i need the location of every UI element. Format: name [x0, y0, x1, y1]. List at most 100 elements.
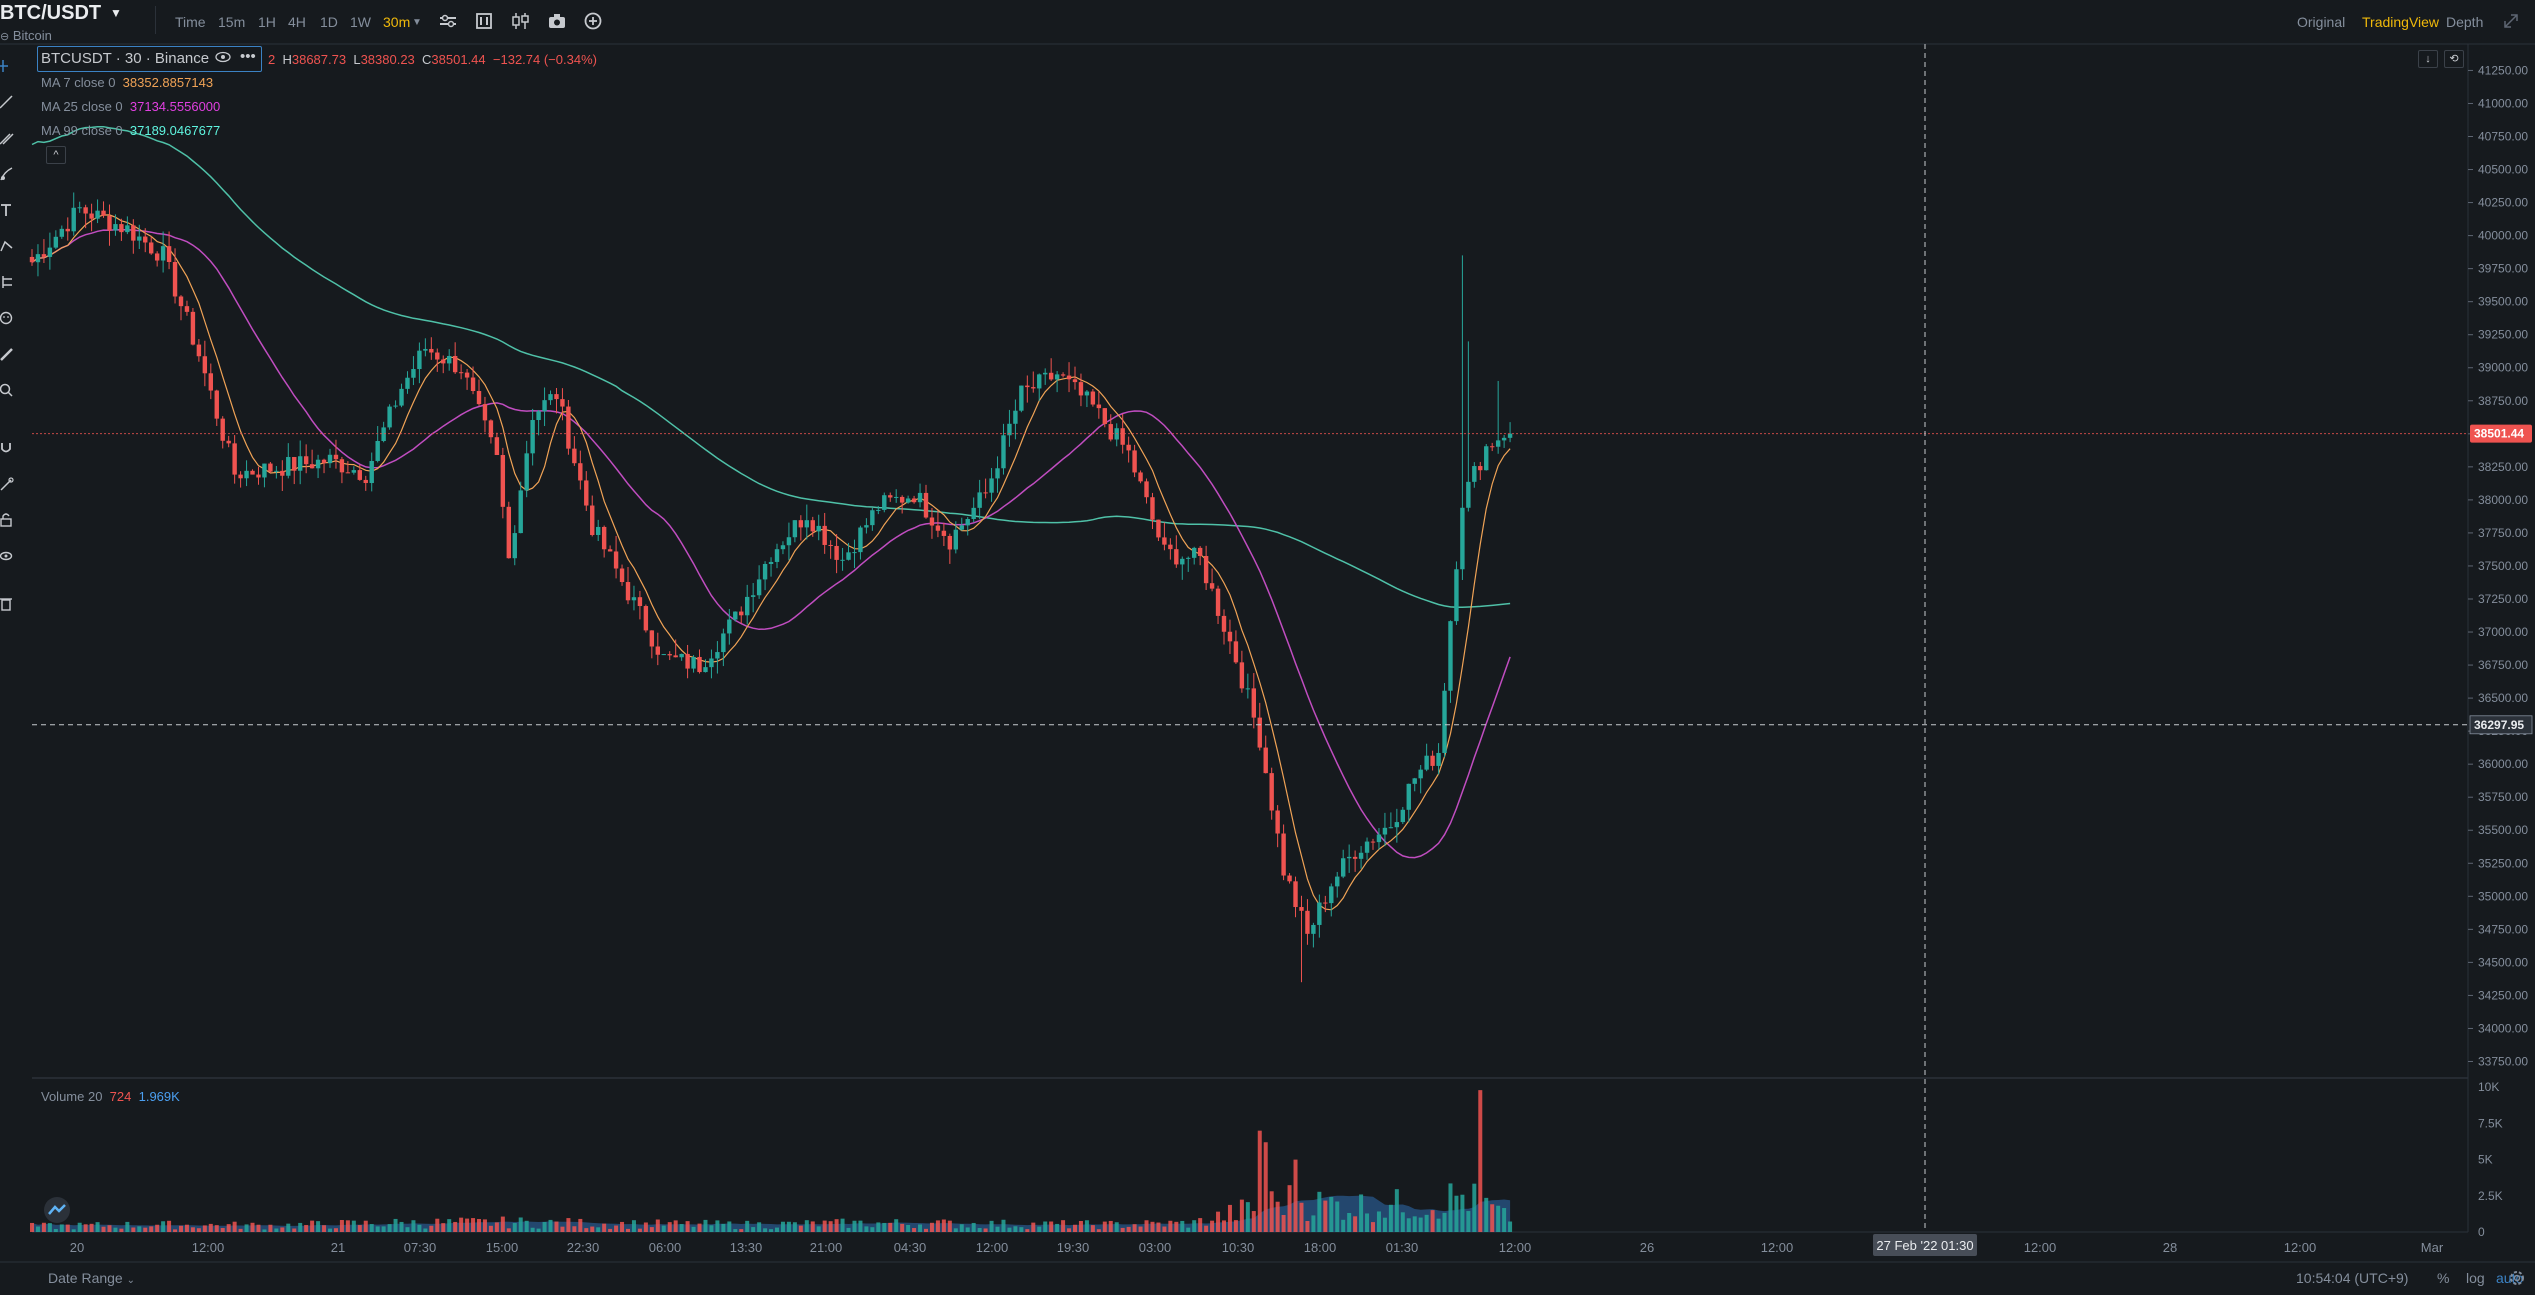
tab-tradingview[interactable]: TradingView: [2362, 14, 2440, 30]
legend-visibility-icon[interactable]: [214, 50, 232, 67]
bar-chart-type-icon[interactable]: [473, 10, 495, 32]
brush-tool-icon[interactable]: [0, 166, 14, 182]
volume-bar: [906, 1224, 911, 1232]
pattern-tool-icon[interactable]: [0, 238, 14, 254]
volume-bar: [1216, 1211, 1221, 1232]
volume-bar: [1293, 1159, 1298, 1232]
pitchfork-tool-icon[interactable]: [0, 130, 14, 146]
settings-gear-icon[interactable]: [2507, 1268, 2527, 1293]
magnet-tool-icon[interactable]: [0, 440, 14, 456]
volume-bar: [995, 1226, 1000, 1232]
volume-bar: [584, 1228, 589, 1232]
candle-body: [1043, 372, 1048, 375]
volume-bar: [590, 1226, 595, 1232]
time-tick-label: 19:30: [1057, 1240, 1090, 1255]
volume-bar: [804, 1220, 809, 1232]
volume-bar: [727, 1221, 732, 1232]
candle-body: [1323, 902, 1328, 904]
candle-chart-type-icon[interactable]: [509, 10, 531, 32]
candle-body: [613, 551, 619, 569]
tab-original[interactable]: Original: [2297, 14, 2346, 30]
camera-icon[interactable]: [546, 10, 568, 32]
candle-body: [1132, 450, 1137, 473]
legend-collapse-button[interactable]: ^: [46, 146, 66, 164]
volume-bar: [518, 1217, 523, 1232]
volume-bar: [733, 1229, 738, 1232]
price-tick-label: 34000.00: [2478, 1021, 2528, 1035]
time-tick-label: 13:30: [730, 1240, 763, 1255]
volume-bar: [721, 1223, 726, 1232]
indicator-settings-icon[interactable]: [437, 10, 459, 32]
text-tool-icon[interactable]: [0, 202, 14, 218]
lock-tool-icon[interactable]: [0, 512, 14, 528]
volume-bar: [757, 1222, 762, 1232]
candle-body: [1484, 446, 1489, 471]
forecast-tool-icon[interactable]: [0, 274, 14, 290]
volume-bar: [1150, 1221, 1155, 1232]
symbol-selector[interactable]: BTC/USDT: [0, 2, 102, 24]
candle-body: [1150, 497, 1155, 520]
volume-bar: [1311, 1215, 1316, 1232]
symbol-legend-box[interactable]: [37, 46, 262, 72]
volume-bar: [494, 1222, 499, 1232]
candle-body: [798, 520, 804, 528]
timeframe-15m[interactable]: 15m: [218, 14, 246, 30]
scroll-to-latest-button[interactable]: ↓: [2418, 50, 2438, 68]
volume-bar: [1007, 1227, 1012, 1232]
symbol-caret-icon[interactable]: ▼: [110, 6, 122, 20]
reset-chart-button[interactable]: ⟲: [2444, 50, 2464, 68]
stay-drawing-tool-icon[interactable]: [0, 476, 14, 492]
volume-bar: [435, 1218, 440, 1232]
candle-body: [1138, 472, 1143, 482]
volume-bar: [1073, 1224, 1077, 1232]
volume-bar: [667, 1222, 672, 1232]
volume-bar: [512, 1223, 517, 1232]
zoom-tool-icon[interactable]: [0, 382, 14, 398]
add-indicator-icon[interactable]: [582, 10, 604, 32]
volume-bar: [900, 1223, 905, 1232]
timeframe-1w[interactable]: 1W: [350, 14, 371, 30]
timeframe-time[interactable]: Time: [175, 14, 206, 30]
volume-bar: [1114, 1222, 1119, 1232]
hide-drawings-icon[interactable]: [0, 548, 14, 564]
volume-bar: [77, 1222, 82, 1232]
emoji-tool-icon[interactable]: [0, 310, 14, 326]
candle-body: [429, 348, 434, 353]
percent-toggle[interactable]: %: [2437, 1270, 2450, 1286]
time-tick-label: 12:00: [192, 1240, 225, 1255]
volume-bar: [357, 1225, 362, 1232]
candle-body: [1442, 690, 1447, 753]
candle-body: [578, 463, 583, 481]
timeframe-30m[interactable]: 30m: [383, 14, 411, 30]
candle-body: [494, 437, 500, 456]
volume-bar: [709, 1225, 714, 1232]
legend-more-icon[interactable]: •••: [240, 48, 256, 65]
time-tick-label: 26: [1640, 1240, 1654, 1255]
timeframe-4h[interactable]: 4H: [288, 14, 306, 30]
trendline-tool-icon[interactable]: [0, 94, 14, 110]
candle-body: [1084, 391, 1090, 396]
volume-bar: [792, 1222, 797, 1232]
ma99-line: [31, 125, 1511, 609]
timeframe-dropdown-icon[interactable]: ▼: [412, 17, 422, 28]
volume-bar: [1466, 1211, 1471, 1232]
trash-tool-icon[interactable]: [0, 596, 14, 612]
ruler-tool-icon[interactable]: [0, 346, 14, 362]
volume-bar: [971, 1222, 976, 1232]
volume-bar: [477, 1218, 481, 1232]
timeframe-1h[interactable]: 1H: [258, 14, 276, 30]
fullscreen-icon[interactable]: [2500, 10, 2522, 32]
crosshair-tool-icon[interactable]: [0, 58, 14, 74]
auto-toggle[interactable]: auto: [2496, 1270, 2524, 1286]
volume-bar: [703, 1219, 708, 1232]
tab-depth[interactable]: Depth: [2446, 14, 2484, 30]
date-range-button[interactable]: Date Range ⌄: [48, 1270, 135, 1286]
candle-body: [1495, 440, 1501, 447]
log-toggle[interactable]: log: [2466, 1270, 2485, 1286]
time-tick-label: 12:00: [2024, 1240, 2057, 1255]
candle-body: [1126, 444, 1131, 451]
volume-bar: [1061, 1220, 1066, 1232]
timeframe-1d[interactable]: 1D: [320, 14, 338, 30]
candle-body: [697, 656, 702, 673]
